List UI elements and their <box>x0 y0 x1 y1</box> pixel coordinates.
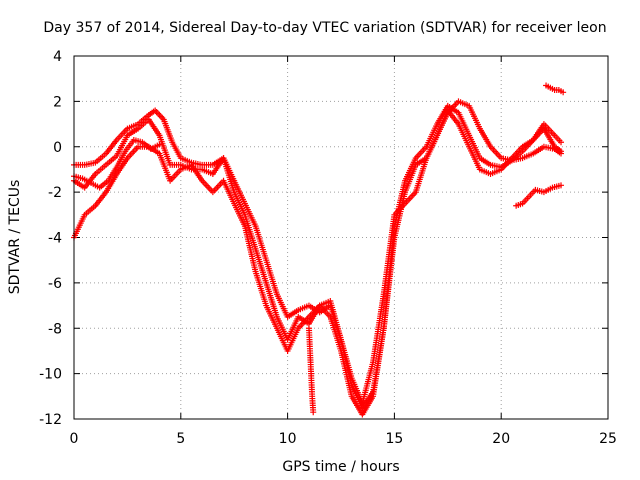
x-tick-label: 20 <box>492 431 510 447</box>
x-tick-label: 0 <box>70 431 79 447</box>
x-tick-label: 10 <box>279 431 297 447</box>
x-axis-label: GPS time / hours <box>282 459 399 475</box>
y-axis-label: SDTVAR / TECUs <box>7 180 23 295</box>
x-tick-labels: 0 5 10 15 20 25 <box>70 431 617 447</box>
chart-title: Day 357 of 2014, Sidereal Day-to-day VTE… <box>43 20 606 36</box>
y-tick-label: 0 <box>53 140 62 156</box>
x-tick-label: 25 <box>599 431 617 447</box>
y-tick-label: -8 <box>48 321 62 337</box>
data-point-track-short <box>156 141 163 148</box>
data-point-track-late-high <box>560 89 567 96</box>
y-tick-label: -10 <box>39 367 62 383</box>
data-point-track-late-low <box>558 182 565 189</box>
y-tick-labels: 4 2 0 -2 -4 -6 -8 -10 -12 <box>39 49 62 428</box>
y-tick-label: -4 <box>48 231 62 247</box>
y-tick-label: -2 <box>48 185 62 201</box>
data-point-track-dropout <box>310 409 317 416</box>
data-point-track-middle <box>558 139 565 146</box>
data-points <box>71 82 567 418</box>
data-point-track-lower <box>558 148 565 155</box>
y-tick-label: -12 <box>39 412 62 428</box>
x-tick-label: 5 <box>176 431 185 447</box>
y-tick-label: -6 <box>48 276 62 292</box>
y-tick-label: 2 <box>53 94 62 110</box>
plot-frame <box>73 55 609 420</box>
x-tick-label: 15 <box>385 431 403 447</box>
y-tick-label: 4 <box>53 49 62 65</box>
